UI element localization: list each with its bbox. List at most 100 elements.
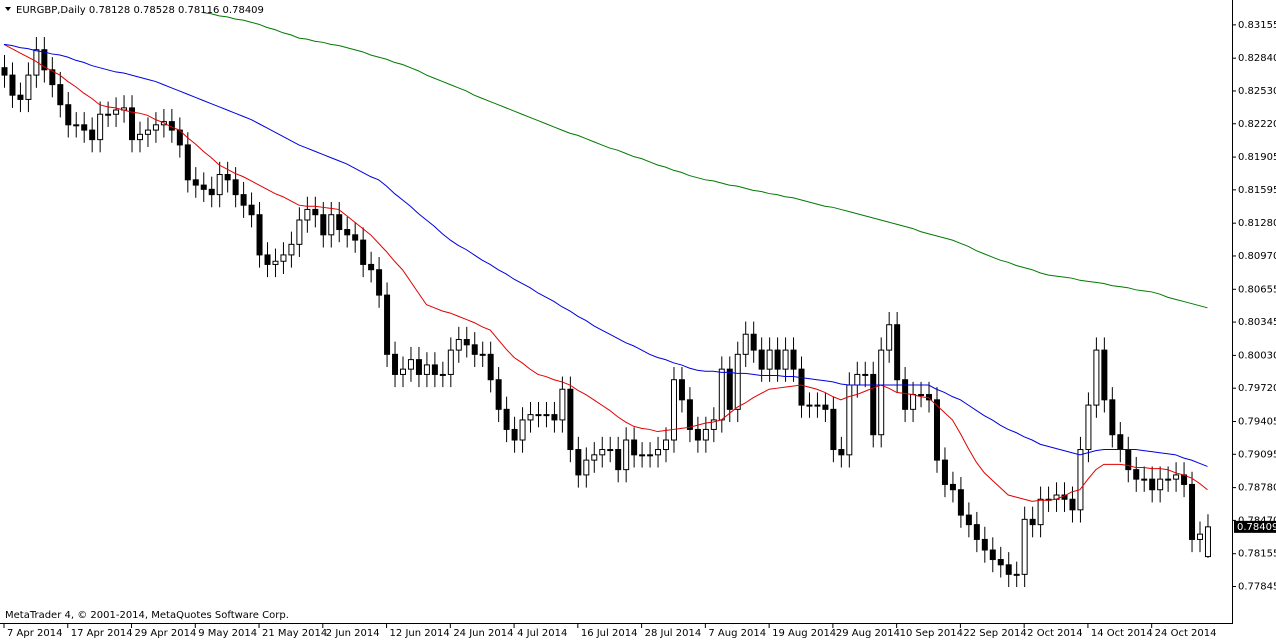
- candle-body: [854, 373, 861, 386]
- candle-body: [336, 214, 343, 231]
- candle-body: [1085, 404, 1092, 451]
- candle-body: [639, 454, 646, 457]
- candle-body: [296, 219, 303, 245]
- candle-body: [192, 179, 199, 186]
- y-tick-label: 0.80655: [1238, 284, 1276, 295]
- candle-body: [734, 353, 741, 410]
- candle-body: [184, 144, 191, 181]
- candle-body: [973, 524, 980, 540]
- candle-body: [806, 404, 813, 407]
- candle-body: [240, 194, 247, 206]
- candle-body: [886, 324, 893, 351]
- candle-body: [647, 454, 654, 457]
- candle-body: [710, 419, 717, 430]
- candle-body: [200, 184, 207, 190]
- candle-body: [742, 333, 749, 355]
- x-tick-label: 9 May 2014: [198, 628, 257, 639]
- candle-body: [136, 133, 143, 141]
- y-tick-label: 0.80030: [1238, 350, 1276, 361]
- candle-body: [989, 549, 996, 561]
- x-tick-label: 29 Apr 2014: [135, 628, 197, 639]
- y-tick-label: 0.82220: [1238, 119, 1276, 130]
- x-tick-label: 14 Oct 2014: [1091, 628, 1153, 639]
- menu-arrow[interactable]: [5, 7, 11, 11]
- x-tick-label: 10 Sep 2014: [900, 628, 963, 639]
- x-tick-label: 12 Jun 2014: [390, 628, 450, 639]
- candle-body: [384, 294, 391, 355]
- candle-body: [822, 404, 829, 410]
- y-tick-label: 0.81905: [1238, 152, 1276, 163]
- y-tick-label: 0.80970: [1238, 251, 1276, 262]
- candle-body: [320, 214, 327, 236]
- candle-body: [910, 394, 917, 410]
- candle-body: [407, 359, 414, 370]
- candle-body: [415, 359, 422, 375]
- y-tick-label: 0.78780: [1238, 483, 1276, 494]
- high-value: 0.78528: [133, 5, 174, 16]
- y-tick-label: 0.82530: [1238, 86, 1276, 97]
- candle-body: [575, 449, 582, 476]
- candle-body: [949, 483, 956, 491]
- candle-body: [479, 353, 486, 356]
- price-marker: [1234, 520, 1276, 533]
- candle-body: [376, 269, 383, 296]
- candle-body: [559, 388, 566, 421]
- moving-average-line: [203, 12, 1208, 309]
- candle-body: [360, 239, 367, 265]
- candle-body: [583, 459, 590, 476]
- marks: [1, 12, 1211, 588]
- y-tick-label: 0.83155: [1238, 20, 1276, 31]
- candle-body: [997, 559, 1004, 566]
- symbol: EURGBP,Daily: [16, 5, 86, 16]
- candle-body: [1077, 449, 1084, 511]
- candle-body: [902, 379, 909, 410]
- candle-body: [1125, 449, 1132, 471]
- x-tick-label: 29 Aug 2014: [836, 628, 900, 639]
- x-tick-label: 16 Jul 2014: [581, 628, 638, 639]
- candle-body: [814, 404, 821, 407]
- candle-body: [1029, 518, 1036, 526]
- candle-body: [591, 454, 598, 461]
- candle-body: [1, 67, 8, 76]
- x-tick-label: 2 Jun 2014: [326, 628, 380, 639]
- x-tick-label: 17 Apr 2014: [71, 628, 133, 639]
- candle-body: [224, 174, 231, 181]
- candle-body: [694, 428, 701, 441]
- candle-body: [328, 214, 335, 236]
- candle-body: [232, 179, 239, 196]
- open-value: 0.78128: [89, 5, 130, 16]
- x-tick-label: 19 Aug 2014: [772, 628, 836, 639]
- y-tick-label: 0.78155: [1238, 549, 1276, 560]
- price-marker-label: 0.78409: [1237, 522, 1276, 533]
- candle-body: [655, 449, 662, 456]
- candle-body: [392, 353, 399, 375]
- candle-body: [423, 364, 430, 375]
- candle-body: [208, 188, 215, 196]
- candle-body: [455, 339, 462, 351]
- candle-body: [1101, 349, 1108, 401]
- candle-body: [304, 208, 311, 221]
- y-tick-label: 0.81595: [1238, 185, 1276, 196]
- candle-body: [678, 379, 685, 401]
- candle-body: [551, 414, 558, 421]
- candle-body: [957, 489, 964, 516]
- candle-body: [431, 364, 438, 375]
- candle-body: [758, 349, 765, 370]
- candle-body: [1093, 349, 1100, 406]
- candle-body: [878, 349, 885, 436]
- candle-body: [846, 384, 853, 456]
- candle-body: [623, 439, 630, 471]
- candle-body: [965, 514, 972, 526]
- candle-body: [97, 113, 104, 141]
- candle-body: [519, 419, 526, 441]
- candle-body: [1204, 526, 1211, 558]
- candle-body: [288, 243, 295, 256]
- close-value: 0.78409: [223, 5, 264, 16]
- candle-body: [1149, 478, 1156, 491]
- moving-average-line: [3, 43, 1208, 467]
- candle-body: [33, 49, 40, 76]
- candle-body: [933, 399, 940, 461]
- candle-body: [41, 49, 48, 71]
- candle-body: [65, 104, 72, 126]
